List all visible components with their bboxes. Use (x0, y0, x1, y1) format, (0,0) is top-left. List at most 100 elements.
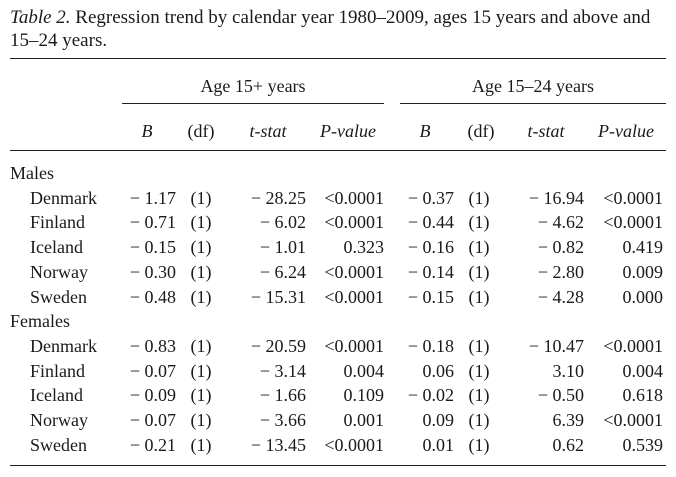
cell-pvalue-15plus: 0.323 (343, 237, 385, 258)
cell-df-15-24: (1) (468, 286, 490, 307)
cell-df-15-24: (1) (468, 187, 490, 208)
cell-df-15plus: (1) (190, 360, 212, 381)
cell-b-15-24: 0.06 (422, 360, 455, 381)
cell-b-15-24: 0.01 (422, 434, 455, 455)
cell-b-15-24: − 0.37 (407, 187, 454, 208)
row-country: Iceland (30, 385, 83, 406)
col-header-df-1: (df) (187, 121, 215, 141)
cell-b-15-24: − 0.02 (407, 385, 454, 406)
cell-pvalue-15-24: 0.539 (622, 434, 664, 455)
cell-df-15plus: (1) (190, 286, 212, 307)
cell-pvalue-15-24: 0.419 (622, 237, 664, 258)
cell-pvalue-15plus: <0.0001 (324, 434, 384, 455)
cell-tstat-15-24: 3.10 (552, 360, 585, 381)
cell-df-15-24: (1) (468, 261, 490, 282)
cell-b-15plus: − 0.07 (129, 410, 176, 430)
cell-tstat-15plus: − 20.59 (250, 335, 306, 356)
group-rule-15plus (122, 103, 384, 104)
cell-tstat-15-24: 6.39 (552, 410, 585, 430)
col-header-b-1: B (141, 121, 153, 141)
cell-b-15plus: − 0.15 (129, 237, 176, 258)
cell-tstat-15-24: 0.62 (552, 434, 585, 455)
col-header-tstat-1: t-stat (249, 121, 287, 141)
cell-pvalue-15plus: <0.0001 (324, 335, 384, 356)
cell-tstat-15-24: − 10.47 (528, 335, 584, 356)
cell-b-15plus: − 0.21 (129, 434, 176, 455)
cell-b-15-24: − 0.44 (407, 212, 454, 233)
row-country: Sweden (30, 434, 87, 455)
cell-tstat-15-24: − 0.82 (537, 237, 584, 258)
cell-tstat-15plus: − 13.45 (250, 434, 306, 455)
cell-df-15-24: (1) (468, 237, 490, 258)
cell-pvalue-15plus: <0.0001 (324, 261, 384, 282)
cell-pvalue-15-24: 0.009 (622, 261, 664, 282)
cell-df-15-24: (1) (468, 434, 490, 455)
row-country: Finland (30, 360, 86, 381)
cell-df-15plus: (1) (190, 410, 212, 430)
bottom-rule (10, 465, 666, 466)
cell-tstat-15plus: − 1.66 (259, 385, 306, 406)
cell-df-15plus: (1) (190, 434, 212, 455)
col-header-pvalue-2: P-value (598, 121, 654, 141)
cell-tstat-15plus: − 6.24 (259, 261, 306, 282)
header-rule (10, 150, 666, 151)
group-rule-15-24 (400, 103, 666, 104)
table-caption: Table 2. Regression trend by calendar ye… (10, 6, 670, 52)
cell-df-15-24: (1) (468, 410, 490, 430)
cell-tstat-15plus: − 1.01 (259, 237, 306, 258)
cell-pvalue-15plus: <0.0001 (324, 187, 384, 208)
cell-df-15-24: (1) (468, 212, 490, 233)
top-rule (10, 58, 666, 59)
cell-pvalue-15plus: 0.001 (343, 410, 385, 430)
cell-tstat-15-24: − 2.80 (537, 261, 584, 282)
cell-b-15plus: − 0.48 (129, 286, 176, 307)
row-country: Denmark (30, 187, 97, 208)
cell-df-15plus: (1) (190, 335, 212, 356)
cell-pvalue-15-24: <0.0001 (603, 187, 663, 208)
row-country: Iceland (30, 237, 83, 258)
cell-df-15plus: (1) (190, 237, 212, 258)
group-header-15plus: Age 15+ years (200, 76, 306, 96)
cell-b-15-24: 0.09 (422, 410, 455, 430)
cell-b-15-24: − 0.14 (407, 261, 454, 282)
cell-df-15plus: (1) (190, 212, 212, 233)
cell-tstat-15plus: − 6.02 (259, 212, 306, 233)
section-label: Males (10, 163, 54, 183)
cell-b-15-24: − 0.18 (407, 335, 454, 356)
table-title: Regression trend by calendar year 1980–2… (10, 7, 651, 51)
cell-tstat-15-24: − 4.28 (537, 286, 584, 307)
col-header-pvalue-1: P-value (320, 121, 376, 141)
cell-tstat-15-24: − 0.50 (537, 385, 584, 406)
row-country: Finland (30, 212, 86, 233)
cell-pvalue-15plus: <0.0001 (324, 286, 384, 307)
cell-pvalue-15-24: <0.0001 (603, 212, 663, 233)
cell-b-15plus: − 0.71 (129, 212, 176, 233)
cell-df-15plus: (1) (190, 385, 212, 406)
col-header-b-2: B (419, 121, 431, 141)
cell-pvalue-15plus: <0.0001 (324, 212, 384, 233)
row-country: Sweden (30, 286, 87, 307)
cell-df-15-24: (1) (468, 385, 490, 406)
cell-pvalue-15-24: 0.004 (622, 360, 664, 381)
cell-b-15plus: − 0.09 (129, 385, 176, 406)
cell-b-15-24: − 0.15 (407, 286, 454, 307)
cell-tstat-15plus: − 15.31 (250, 286, 306, 307)
cell-b-15plus: − 1.17 (129, 187, 176, 208)
cell-df-15plus: (1) (190, 187, 212, 208)
cell-b-15plus: − 0.83 (129, 335, 176, 356)
col-header-df-2: (df) (467, 121, 495, 141)
cell-tstat-15-24: − 16.94 (528, 187, 584, 208)
cell-tstat-15plus: − 28.25 (250, 187, 306, 208)
cell-pvalue-15-24: <0.0001 (603, 335, 663, 356)
row-country: Denmark (30, 335, 97, 356)
cell-df-15-24: (1) (468, 335, 490, 356)
cell-b-15plus: − 0.30 (129, 261, 176, 282)
cell-df-15plus: (1) (190, 261, 212, 282)
cell-tstat-15-24: − 4.62 (537, 212, 584, 233)
cell-pvalue-15-24: 0.618 (622, 385, 664, 406)
row-country: Norway (30, 261, 88, 282)
cell-b-15-24: − 0.16 (407, 237, 454, 258)
cell-df-15-24: (1) (468, 360, 490, 381)
cell-pvalue-15-24: 0.000 (622, 286, 664, 307)
cell-tstat-15plus: − 3.66 (259, 410, 306, 430)
